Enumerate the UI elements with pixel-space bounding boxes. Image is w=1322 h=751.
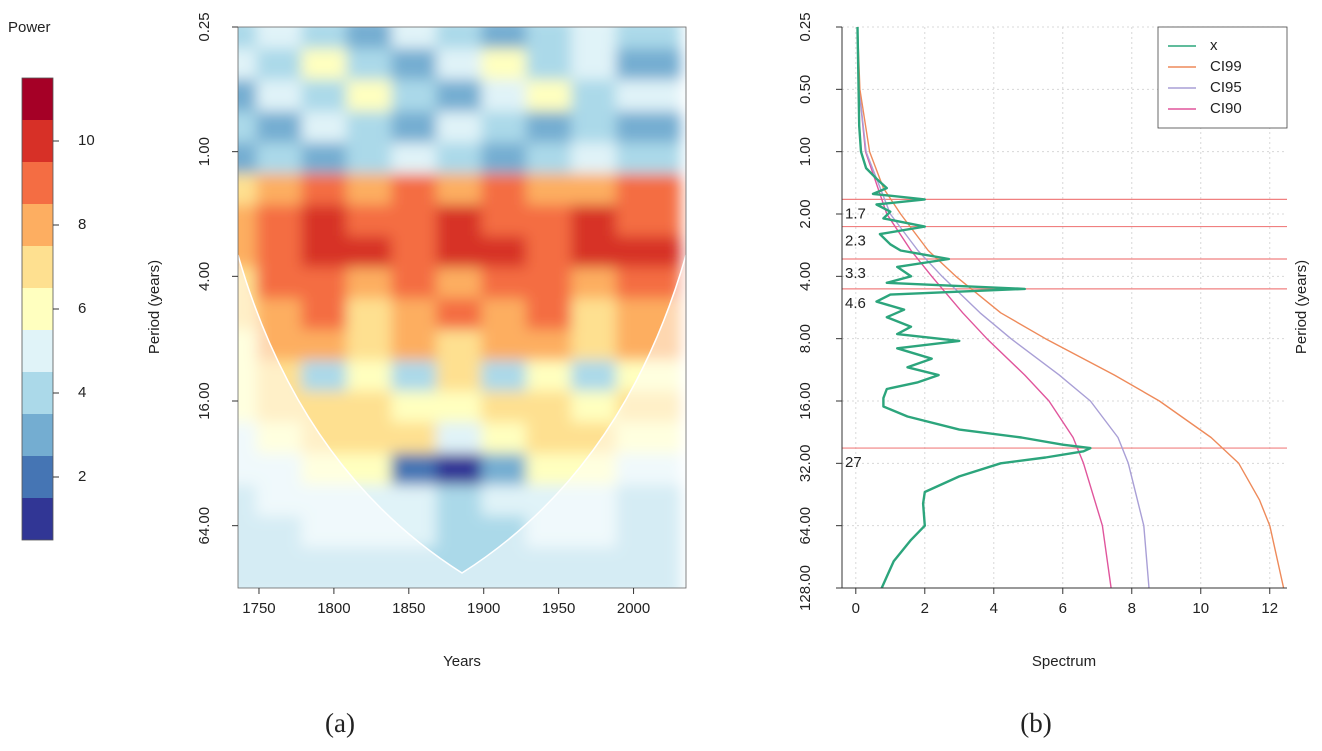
y-tick-label: 0.25 (797, 12, 814, 41)
colorbar-title: Power (8, 19, 51, 36)
legend-label: CI95 (1210, 79, 1242, 96)
y-tick-label: 0.25 (196, 12, 213, 41)
x-axis-title: Years (443, 653, 481, 670)
x-tick-label: 0 (852, 600, 860, 617)
x-tick-label: 10 (1192, 600, 1209, 617)
colorbar-bin (22, 372, 53, 414)
x-tick-label: 1900 (467, 600, 500, 617)
series-line (856, 26, 1150, 589)
caption: (a) (325, 708, 355, 738)
colorbar-bin (22, 204, 53, 246)
x-tick-label: 1850 (392, 600, 425, 617)
y-tick-label: 1.00 (196, 137, 213, 166)
reference-label: 2.3 (845, 233, 866, 250)
series-line (856, 26, 1112, 589)
y-tick-label: 32.00 (797, 445, 814, 483)
colorbar-tick-label: 8 (78, 216, 86, 233)
y-axis-title: Period (years) (146, 260, 163, 354)
x-axis-title: Spectrum (1032, 653, 1096, 670)
heatmap-area (238, 27, 686, 588)
legend-box (1157, 26, 1288, 129)
plot-frame (237, 26, 687, 589)
colorbar-bin (22, 246, 53, 288)
x-tick-label: 12 (1261, 600, 1278, 617)
legend-label: CI90 (1210, 100, 1242, 117)
y-tick-label: 0.50 (797, 75, 814, 104)
colorbar-bin (22, 498, 53, 540)
colorbar-tick-label: 2 (78, 468, 86, 485)
colorbar-bin (22, 120, 53, 162)
y-tick-label: 64.00 (797, 507, 814, 545)
y-tick-label: 64.00 (196, 507, 213, 545)
reference-label: 3.3 (845, 265, 866, 282)
y-tick-label: 4.00 (797, 262, 814, 291)
x-tick-label: 6 (1059, 600, 1067, 617)
y-tick-label: 8.00 (797, 324, 814, 353)
x-tick-label: 2000 (617, 600, 650, 617)
series-line (856, 26, 1092, 589)
x-tick-label: 1950 (542, 600, 575, 617)
colorbar-bin (22, 330, 53, 372)
reference-label: 1.7 (845, 205, 866, 222)
y-tick-label: 1.00 (797, 137, 814, 166)
y-tick-label: 16.00 (797, 382, 814, 420)
x-tick-label: 1750 (242, 600, 275, 617)
colorbar-bin (22, 78, 53, 120)
x-tick-label: 8 (1128, 600, 1136, 617)
colorbar-tick-label: 6 (78, 300, 86, 317)
colorbar-tick-label: 4 (78, 384, 86, 401)
reference-label: 27 (845, 454, 862, 471)
x-tick-label: 2 (921, 600, 929, 617)
y-axis-title: Period (years) (1293, 260, 1310, 354)
colorbar-tick-label: 10 (78, 132, 95, 149)
colorbar-bin (22, 414, 53, 456)
colorbar-bin (22, 288, 53, 330)
y-tick-label: 16.00 (196, 382, 213, 420)
colorbar-bin (22, 456, 53, 498)
cone-of-influence (238, 255, 686, 588)
colorbar-bin (22, 162, 53, 204)
y-tick-label: 128.00 (797, 565, 814, 611)
legend-label: CI99 (1210, 58, 1242, 75)
series-line (856, 26, 1285, 589)
cone-edge (238, 254, 686, 574)
caption: (b) (1020, 708, 1051, 738)
y-tick-label: 2.00 (797, 199, 814, 228)
y-tick-label: 4.00 (196, 262, 213, 291)
legend-label: x (1210, 37, 1218, 54)
reference-label: 4.6 (845, 295, 866, 312)
x-tick-label: 4 (990, 600, 998, 617)
x-tick-label: 1800 (317, 600, 350, 617)
